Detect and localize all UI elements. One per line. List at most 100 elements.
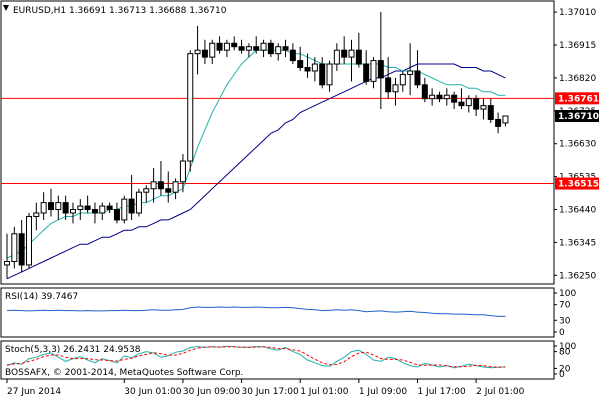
level-label: 1.36515 [558, 180, 599, 190]
candle-body [495, 118, 502, 127]
candle-body [370, 60, 377, 82]
candle-body [414, 70, 421, 86]
candle-body [355, 49, 362, 65]
candle-body [231, 42, 238, 48]
time-tick-label: 30 Jun 01:00 [124, 387, 181, 397]
candle-body [465, 98, 472, 107]
candle-body [363, 63, 370, 82]
stoch-tick-label: 80 [559, 348, 571, 358]
candle-body [253, 46, 260, 51]
candle-body [319, 63, 326, 86]
candle-body [473, 98, 480, 110]
candle-body [33, 212, 40, 217]
candle-body [399, 73, 406, 86]
candle-body [304, 67, 311, 72]
candle-body [377, 60, 384, 79]
rsi-title: RSI(14) 39.7467 [5, 292, 78, 302]
time-tick-label: 2 Jul 01:00 [476, 387, 525, 397]
price-tick-label: 1.36440 [559, 206, 596, 216]
price-tick-label: 1.36345 [559, 238, 596, 248]
candle-body [311, 63, 318, 72]
candle-body [143, 188, 150, 193]
candle-body [157, 181, 164, 190]
candle-body [407, 70, 414, 75]
stoch-tick-label: 0 [559, 370, 565, 380]
chart-title: EURUSD,H1 1.36691 1.36713 1.36688 1.3671… [13, 6, 227, 16]
time-tick-label: 1 Jul 01:00 [300, 387, 349, 397]
time-tick-label: 1 Jul 17:00 [417, 387, 466, 397]
candle-body [179, 160, 186, 183]
time-tick-label: 27 Jun 2014 [7, 387, 61, 397]
candle-body [282, 46, 289, 51]
candle-body [392, 84, 399, 93]
candle-body [4, 260, 10, 266]
candle-body [238, 46, 245, 51]
level-label-box [555, 177, 599, 190]
candle-body [69, 209, 76, 214]
candle-body [458, 101, 465, 107]
candle-body [18, 233, 25, 266]
candle-body [91, 209, 98, 214]
candle-body [55, 202, 62, 211]
candle-body [128, 198, 135, 214]
candle-body [106, 205, 113, 211]
stoch-series-line [6, 345, 506, 369]
candles [4, 12, 509, 279]
rsi-tick-label: 0 [559, 328, 565, 338]
ma-slow-line [6, 63, 506, 280]
candle-body [421, 84, 428, 100]
rsi-tick-label: 30 [559, 316, 571, 326]
candle-body [216, 42, 223, 51]
price-tick-label: 1.36820 [559, 74, 596, 84]
candle-body [150, 181, 157, 190]
candle-body [429, 94, 436, 100]
candle-body [187, 53, 194, 162]
candle-body [348, 49, 355, 58]
copyright-text: BOSSAFX, © 2001-2014, MetaQuotes Softwar… [5, 368, 243, 378]
candle-body [451, 94, 458, 103]
price-tick-label: 1.36630 [559, 140, 596, 150]
candle-body [333, 49, 340, 65]
price-axis: 1.370101.369151.368201.367251.366301.365… [554, 8, 596, 281]
current-price-tag: 1.36710 [555, 110, 599, 123]
current-price-label: 1.36710 [558, 112, 599, 122]
stoch-title: Stoch(5,3,3) 26.2431 24.9538 [5, 345, 141, 355]
candle-body [267, 42, 274, 55]
candle-body [172, 181, 179, 193]
candle-body [25, 215, 32, 266]
stoch-lines [6, 345, 506, 369]
price-panel: 1.370101.369151.368201.367251.366301.365… [0, 0, 599, 285]
candle-body [40, 202, 47, 214]
candle-body [385, 77, 392, 93]
candle-body [341, 49, 348, 58]
candle-body [62, 202, 69, 214]
rsi-tick-label: 70 [559, 301, 571, 311]
candle-body [436, 94, 443, 100]
candle-body [77, 205, 84, 211]
candle-body [165, 188, 172, 193]
time-axis: 27 Jun 2014 30 Jun 01:00 30 Jun 09:00 30 Ju… [6, 379, 525, 397]
candle-body [326, 63, 333, 86]
candle-body [47, 202, 54, 211]
candle-body [297, 60, 304, 69]
candle-body [275, 46, 282, 55]
candle-body [201, 49, 208, 58]
level-label-box [555, 92, 599, 105]
level-label: 1.36761 [558, 94, 599, 104]
candle-body [209, 42, 216, 58]
candle-body [113, 209, 120, 221]
candle-body [289, 49, 296, 62]
candle-body [223, 42, 230, 51]
candle-body [487, 105, 494, 120]
candle-body [135, 191, 142, 214]
candle-body [11, 233, 18, 262]
candle-body [99, 205, 106, 214]
time-tick-label: 30 Jun 17:00 [242, 387, 299, 397]
stoch-tick-label: 20 [559, 364, 571, 374]
candle-body [194, 49, 201, 55]
candle-body [84, 205, 91, 211]
collapse-triangle-icon[interactable] [3, 5, 9, 11]
